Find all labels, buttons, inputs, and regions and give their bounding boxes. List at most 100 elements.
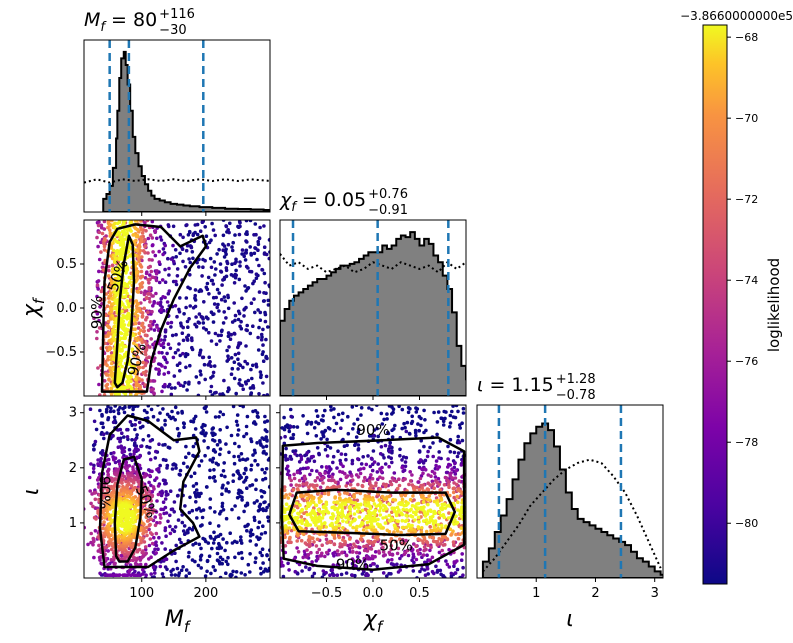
scatter-point: [335, 466, 339, 470]
scatter-point: [181, 235, 185, 240]
scatter-point: [170, 527, 175, 532]
scatter-point: [254, 487, 258, 492]
scatter-point: [360, 484, 365, 489]
scatter-point: [234, 570, 239, 574]
scatter-point: [442, 483, 447, 487]
scatter-point: [372, 460, 377, 464]
scatter-point: [121, 240, 126, 245]
scatter-point: [146, 496, 151, 501]
scatter-point: [435, 432, 439, 437]
scatter-point: [441, 419, 446, 424]
scatter-point: [263, 567, 268, 571]
scatter-point: [96, 223, 101, 228]
scatter-point: [138, 425, 143, 430]
scatter-point: [210, 427, 215, 431]
scatter-point: [208, 389, 213, 394]
contour-90: [98, 414, 201, 569]
scatter-point: [439, 523, 444, 528]
scatter-point: [160, 389, 164, 394]
scatter-point: [266, 298, 270, 303]
scatter-point: [209, 376, 213, 380]
scatter-point: [332, 407, 336, 411]
scatter-point: [280, 563, 283, 567]
scatter-point: [143, 352, 148, 357]
scatter-point: [337, 492, 342, 497]
scatter-point: [112, 353, 117, 357]
scatter-point: [190, 338, 194, 343]
scatter-point: [197, 380, 201, 385]
scatter-point: [304, 506, 309, 511]
scatter-point: [194, 494, 198, 498]
scatter-point: [147, 480, 151, 485]
scatter-point: [350, 557, 355, 561]
scatter-point: [176, 434, 181, 438]
scatter-point: [197, 542, 202, 547]
scatter-point: [118, 511, 122, 515]
scatter-point: [169, 569, 173, 574]
scatter-point: [98, 393, 102, 396]
scatter-point: [265, 553, 269, 557]
scatter-points: 50%90%: [84, 405, 270, 578]
scatter-point: [146, 265, 151, 270]
scatter-point: [136, 448, 140, 452]
scatter-point: [439, 572, 443, 577]
scatter-point: [315, 550, 320, 555]
scatter-point: [258, 318, 263, 323]
scatter-point: [161, 247, 166, 251]
scatter-point: [406, 410, 411, 415]
scatter-point: [259, 571, 263, 576]
scatter-point: [208, 506, 212, 510]
scatter-point: [215, 287, 220, 292]
scatter-point: [385, 574, 389, 578]
scatter-point: [178, 369, 182, 373]
scatter-point: [315, 469, 319, 473]
scatter-point: [150, 220, 155, 224]
scatter-point: [140, 340, 144, 345]
scatter-point: [447, 485, 451, 490]
scatter-point: [428, 498, 432, 502]
scatter-point: [139, 269, 144, 274]
scatter-point: [312, 540, 316, 544]
scatter-point: [154, 449, 158, 454]
scatter-point: [197, 312, 202, 316]
scatter-point: [95, 235, 99, 240]
scatter-point: [307, 485, 311, 489]
scatter-point: [367, 539, 371, 544]
scatter-point: [300, 569, 304, 573]
scatter-point: [388, 440, 393, 445]
scatter-point: [249, 467, 253, 472]
scatter-point: [100, 231, 105, 236]
scatter-point: [245, 362, 250, 366]
scatter-point: [321, 414, 325, 418]
scatter-point: [102, 436, 106, 441]
scatter-point: [438, 542, 443, 546]
scatter-point: [143, 545, 148, 549]
scatter-point: [134, 381, 139, 386]
scatter-point: [190, 508, 195, 513]
scatter-point: [358, 467, 363, 471]
scatter-point: [461, 411, 466, 415]
x-tick-label: 2: [591, 586, 599, 601]
scatter-point: [436, 526, 440, 531]
scatter-point: [123, 509, 127, 513]
scatter-point: [227, 490, 231, 494]
scatter-point: [104, 313, 108, 318]
scatter-point: [105, 488, 110, 493]
scatter-point: [373, 539, 377, 544]
scatter-point: [428, 548, 432, 553]
scatter-point: [440, 534, 445, 539]
scatter-point: [204, 485, 209, 489]
scatter-point: [220, 328, 224, 333]
scatter-point: [157, 350, 161, 355]
scatter-point: [301, 482, 305, 486]
scatter-point: [291, 488, 296, 492]
histogram: [280, 220, 466, 396]
scatter-point: [403, 425, 407, 430]
scatter-point: [208, 475, 212, 480]
scatter-point: [371, 449, 376, 453]
scatter-point: [403, 493, 408, 498]
scatter-point: [163, 497, 168, 501]
scatter-point: [438, 488, 443, 492]
scatter-point: [416, 552, 421, 556]
scatter-point: [453, 476, 458, 480]
